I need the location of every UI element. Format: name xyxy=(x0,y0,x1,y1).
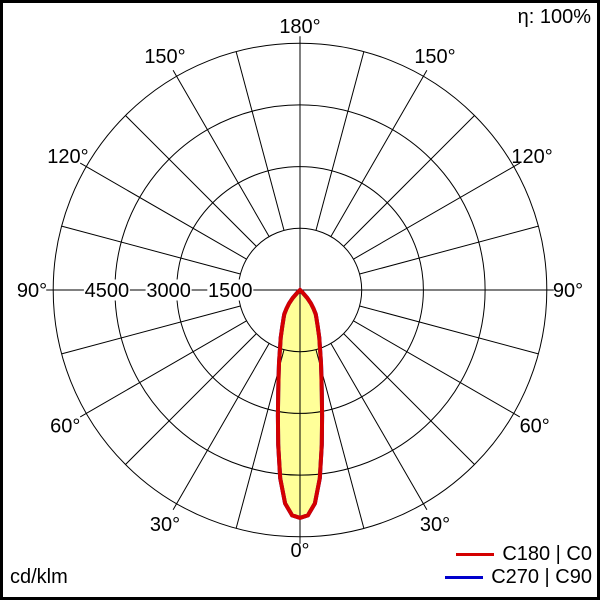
grid-spoke-210 xyxy=(172,69,270,237)
polar-chart: 1500 3000 4500 0° 30° 30° 60° 60° 90° 90° 120° 120°… xyxy=(17,16,583,562)
angle-label-120-right: 120° xyxy=(511,146,552,168)
angle-label-150-right: 150° xyxy=(414,46,455,68)
angle-label-30-left: 30° xyxy=(150,514,180,536)
grid-spoke-285 xyxy=(61,305,241,355)
curve-c180-c0 xyxy=(275,287,325,521)
legend-label-c180-c0: C180 | C0 xyxy=(502,543,592,565)
grid-spoke-240 xyxy=(79,162,247,260)
angle-label-0: 0° xyxy=(290,540,309,562)
grid-spoke-75 xyxy=(359,305,539,355)
radial-label-bg-3000 xyxy=(145,279,192,301)
legend-item-c180-c0: C180 | C0 xyxy=(456,543,592,565)
unit-label: cd/klm xyxy=(10,566,68,588)
angle-label-90-right: 90° xyxy=(553,280,583,302)
angle-label-150-left: 150° xyxy=(144,46,185,68)
grid-spoke-255 xyxy=(61,225,241,275)
angle-label-60-right: 60° xyxy=(520,416,550,438)
grid-spoke-330 xyxy=(172,343,270,511)
grid-spoke-60 xyxy=(353,320,521,418)
c270-c90-line-swatch xyxy=(445,575,484,579)
grid-spoke-15 xyxy=(315,349,365,529)
grid-spoke-165 xyxy=(315,51,365,231)
grid-spoke-30 xyxy=(330,343,428,511)
efficiency-value: η: 100% xyxy=(517,6,591,28)
grid-spoke-225 xyxy=(125,115,257,247)
radial-tick-label-3000: 3000 xyxy=(146,280,191,302)
grid-spoke-45 xyxy=(343,333,475,465)
grid-spoke-345 xyxy=(235,349,285,529)
grid-spoke-195 xyxy=(235,51,285,231)
legend-item-c270-c90: C270 | C90 xyxy=(445,566,592,588)
radial-label-bg-1500 xyxy=(207,279,254,301)
radial-tick-label-4500: 4500 xyxy=(85,280,130,302)
angle-label-120-left: 120° xyxy=(47,146,88,168)
angle-label-60-left: 60° xyxy=(50,416,80,438)
angle-label-90-left: 90° xyxy=(17,280,47,302)
grid-spoke-135 xyxy=(343,115,475,247)
angle-label-30-right: 30° xyxy=(420,514,450,536)
c180-c0-line-swatch xyxy=(456,552,495,556)
grid-spoke-105 xyxy=(359,225,539,275)
legend-label-c270-c90: C270 | C90 xyxy=(491,566,592,588)
grid-spoke-300 xyxy=(79,320,247,418)
grid-spoke-315 xyxy=(125,333,257,465)
grid-spoke-150 xyxy=(330,69,428,237)
angle-label-180: 180° xyxy=(279,16,320,38)
radial-tick-label-1500: 1500 xyxy=(208,280,253,302)
radial-label-bg-4500 xyxy=(83,279,130,301)
grid-spoke-120 xyxy=(353,162,521,260)
